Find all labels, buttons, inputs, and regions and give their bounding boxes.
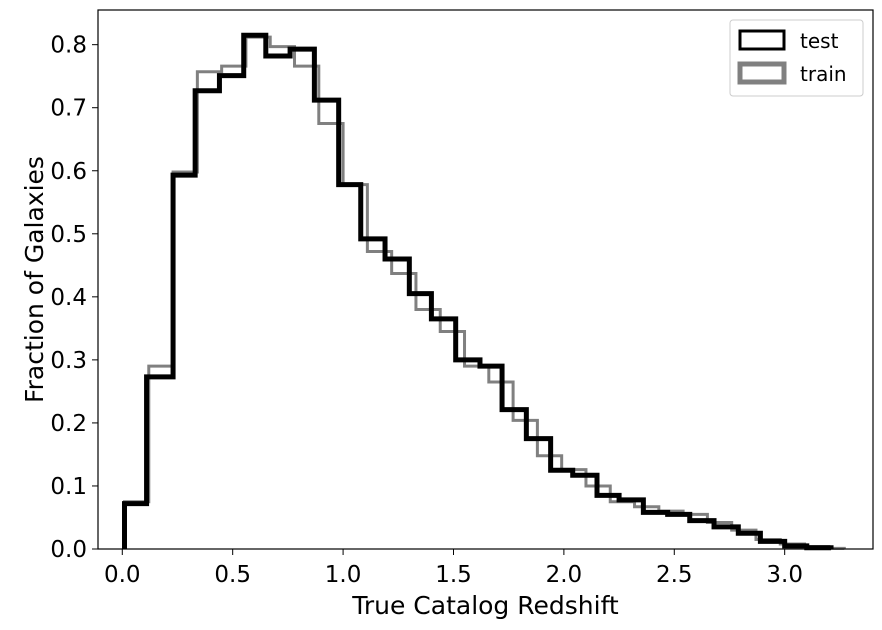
x-tick-label: 0.0 (104, 562, 141, 588)
legend-swatch-train (737, 61, 787, 85)
legend-label-train: train (800, 62, 847, 86)
x-tick-label: 3.0 (766, 562, 803, 588)
y-tick-label: 0.6 (50, 159, 87, 185)
y-axis: 0.0 0.1 0.2 0.3 0.4 0.5 0.6 0.7 0.8 (50, 33, 98, 563)
series-train-step-line (122, 35, 846, 550)
x-tick-label: 1.5 (435, 562, 472, 588)
y-tick-label: 0.7 (50, 96, 87, 122)
x-tick-label: 2.5 (656, 562, 693, 588)
x-axis: 0.0 0.5 1.0 1.5 2.0 2.5 3.0 (104, 549, 803, 588)
plot-area-frame (97, 9, 874, 550)
series-layer (121, 32, 846, 551)
y-tick-label: 0.4 (50, 285, 87, 311)
y-tick-label: 0.1 (50, 474, 87, 500)
y-tick-label: 0.8 (50, 33, 87, 59)
series-test-step-line (121, 32, 834, 551)
y-tick-label: 0.3 (50, 348, 87, 374)
x-tick-label: 2.0 (546, 562, 583, 588)
x-tick-label: 0.5 (214, 562, 251, 588)
x-axis-label: True Catalog Redshift (351, 591, 619, 620)
legend-label-test: test (800, 29, 839, 53)
legend-swatch-test (738, 29, 786, 51)
x-tick-label: 1.0 (325, 562, 362, 588)
legend: test train (729, 19, 864, 97)
y-tick-label: 0.5 (50, 222, 87, 248)
y-tick-label: 0.0 (50, 537, 87, 563)
y-tick-label: 0.2 (50, 411, 87, 437)
y-axis-label: Fraction of Galaxies (20, 156, 49, 403)
legend-box (729, 19, 864, 97)
